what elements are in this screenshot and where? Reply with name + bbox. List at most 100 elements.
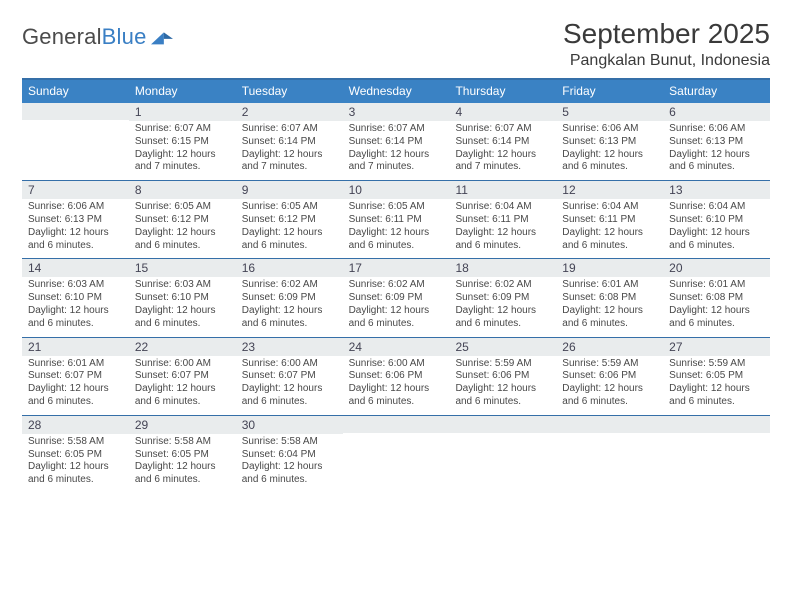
day-detail-line: Daylight: 12 hours — [135, 149, 230, 162]
calendar-day-cell: 19Sunrise: 6:01 AMSunset: 6:08 PMDayligh… — [556, 259, 663, 336]
day-detail-line: and 6 minutes. — [135, 318, 230, 331]
day-detail-line: Daylight: 12 hours — [135, 461, 230, 474]
day-detail-line: and 6 minutes. — [28, 240, 123, 253]
day-detail-line: Sunrise: 6:06 AM — [669, 123, 764, 136]
weekday-header: Thursday — [449, 80, 556, 103]
calendar-week-row: 14Sunrise: 6:03 AMSunset: 6:10 PMDayligh… — [22, 259, 770, 337]
day-detail-line: Daylight: 12 hours — [242, 305, 337, 318]
day-number: 22 — [129, 338, 236, 356]
calendar-day-cell: 15Sunrise: 6:03 AMSunset: 6:10 PMDayligh… — [129, 259, 236, 336]
day-detail-line: and 6 minutes. — [242, 396, 337, 409]
day-number: 10 — [343, 181, 450, 199]
day-detail-line: Daylight: 12 hours — [28, 383, 123, 396]
day-detail: Sunrise: 6:01 AMSunset: 6:08 PMDaylight:… — [663, 277, 770, 336]
day-detail: Sunrise: 6:04 AMSunset: 6:11 PMDaylight:… — [449, 199, 556, 258]
day-detail-line: Sunset: 6:14 PM — [242, 136, 337, 149]
day-number: 2 — [236, 103, 343, 121]
day-detail-line: Sunset: 6:04 PM — [242, 449, 337, 462]
day-number: 30 — [236, 416, 343, 434]
day-detail-line: and 7 minutes. — [455, 161, 550, 174]
day-number: 3 — [343, 103, 450, 121]
calendar-day-cell: 21Sunrise: 6:01 AMSunset: 6:07 PMDayligh… — [22, 338, 129, 415]
day-detail-line: and 6 minutes. — [28, 318, 123, 331]
day-number — [22, 103, 129, 120]
day-detail-line: Sunset: 6:10 PM — [135, 292, 230, 305]
day-detail-line: Sunrise: 6:02 AM — [455, 279, 550, 292]
day-detail: Sunrise: 6:00 AMSunset: 6:06 PMDaylight:… — [343, 356, 450, 415]
day-number: 27 — [663, 338, 770, 356]
calendar-day-cell: 18Sunrise: 6:02 AMSunset: 6:09 PMDayligh… — [449, 259, 556, 336]
logo-word-1: General — [22, 24, 102, 49]
day-detail: Sunrise: 6:03 AMSunset: 6:10 PMDaylight:… — [22, 277, 129, 336]
day-number: 19 — [556, 259, 663, 277]
day-detail-line: and 6 minutes. — [135, 240, 230, 253]
day-number: 4 — [449, 103, 556, 121]
day-detail-line: and 6 minutes. — [349, 318, 444, 331]
day-detail-line: and 6 minutes. — [669, 161, 764, 174]
day-detail-line: Sunset: 6:05 PM — [135, 449, 230, 462]
day-number: 21 — [22, 338, 129, 356]
day-detail-line: Sunrise: 5:59 AM — [455, 358, 550, 371]
day-number: 13 — [663, 181, 770, 199]
day-number: 28 — [22, 416, 129, 434]
calendar-day-cell: 11Sunrise: 6:04 AMSunset: 6:11 PMDayligh… — [449, 181, 556, 258]
day-number: 26 — [556, 338, 663, 356]
day-detail-line: Sunset: 6:12 PM — [242, 214, 337, 227]
day-detail-line: Daylight: 12 hours — [135, 383, 230, 396]
calendar-body: 1Sunrise: 6:07 AMSunset: 6:15 PMDaylight… — [22, 103, 770, 493]
day-detail-line: Sunrise: 6:05 AM — [135, 201, 230, 214]
day-number: 6 — [663, 103, 770, 121]
day-number: 7 — [22, 181, 129, 199]
day-detail-line: Daylight: 12 hours — [242, 461, 337, 474]
day-detail-line: Sunset: 6:15 PM — [135, 136, 230, 149]
day-detail: Sunrise: 6:07 AMSunset: 6:14 PMDaylight:… — [449, 121, 556, 180]
day-detail-line: and 6 minutes. — [242, 318, 337, 331]
day-detail-line: Daylight: 12 hours — [455, 149, 550, 162]
day-detail: Sunrise: 5:59 AMSunset: 6:06 PMDaylight:… — [556, 356, 663, 415]
day-detail-line: Daylight: 12 hours — [562, 383, 657, 396]
day-detail-line: Sunset: 6:13 PM — [669, 136, 764, 149]
day-detail-line: Sunset: 6:07 PM — [28, 370, 123, 383]
day-detail: Sunrise: 6:02 AMSunset: 6:09 PMDaylight:… — [449, 277, 556, 336]
day-detail: Sunrise: 5:58 AMSunset: 6:05 PMDaylight:… — [22, 434, 129, 493]
day-number: 8 — [129, 181, 236, 199]
day-detail: Sunrise: 6:07 AMSunset: 6:14 PMDaylight:… — [343, 121, 450, 180]
day-detail-line: Sunset: 6:14 PM — [349, 136, 444, 149]
day-detail-line: Sunset: 6:07 PM — [242, 370, 337, 383]
day-detail: Sunrise: 6:06 AMSunset: 6:13 PMDaylight:… — [556, 121, 663, 180]
day-number: 5 — [556, 103, 663, 121]
calendar-day-cell: 24Sunrise: 6:00 AMSunset: 6:06 PMDayligh… — [343, 338, 450, 415]
day-detail-line: Sunrise: 5:58 AM — [135, 436, 230, 449]
day-detail-line: Sunset: 6:08 PM — [669, 292, 764, 305]
day-detail-line: and 6 minutes. — [669, 240, 764, 253]
day-detail-line: and 7 minutes. — [349, 161, 444, 174]
day-detail-line: Sunrise: 6:02 AM — [349, 279, 444, 292]
day-detail: Sunrise: 6:02 AMSunset: 6:09 PMDaylight:… — [343, 277, 450, 336]
day-detail-line: Daylight: 12 hours — [135, 305, 230, 318]
day-number: 1 — [129, 103, 236, 121]
day-detail-line: and 6 minutes. — [669, 396, 764, 409]
weekday-header: Monday — [129, 80, 236, 103]
calendar-day-cell: 29 Sunrise: 5:58 AMSunset: 6:05 PMDayligh… — [129, 416, 236, 493]
day-number: 16 — [236, 259, 343, 277]
day-detail: Sunrise: 6:07 AMSunset: 6:15 PMDaylight:… — [129, 121, 236, 180]
day-detail-line: Sunset: 6:11 PM — [455, 214, 550, 227]
day-detail-line: Sunrise: 6:04 AM — [455, 201, 550, 214]
day-number: 29 — [129, 416, 236, 434]
day-number: 20 — [663, 259, 770, 277]
day-number: 25 — [449, 338, 556, 356]
calendar-day-cell: 28Sunrise: 5:58 AMSunset: 6:05 PMDayligh… — [22, 416, 129, 493]
day-detail-line: and 7 minutes. — [242, 161, 337, 174]
day-detail: Sunrise: 6:06 AMSunset: 6:13 PMDaylight:… — [22, 199, 129, 258]
day-detail — [449, 433, 556, 491]
calendar-day-cell: 27Sunrise: 5:59 AMSunset: 6:05 PMDayligh… — [663, 338, 770, 415]
day-detail-line: Sunset: 6:06 PM — [562, 370, 657, 383]
day-number: 15 — [129, 259, 236, 277]
calendar-day-cell: 16Sunrise: 6:02 AMSunset: 6:09 PMDayligh… — [236, 259, 343, 336]
calendar-day-cell: 17Sunrise: 6:02 AMSunset: 6:09 PMDayligh… — [343, 259, 450, 336]
day-number: 24 — [343, 338, 450, 356]
day-detail: Sunrise: 6:00 AMSunset: 6:07 PMDaylight:… — [129, 356, 236, 415]
calendar-day-cell — [343, 416, 450, 493]
day-detail-line: Daylight: 12 hours — [455, 305, 550, 318]
calendar-week-row: 28Sunrise: 5:58 AMSunset: 6:05 PMDayligh… — [22, 416, 770, 493]
